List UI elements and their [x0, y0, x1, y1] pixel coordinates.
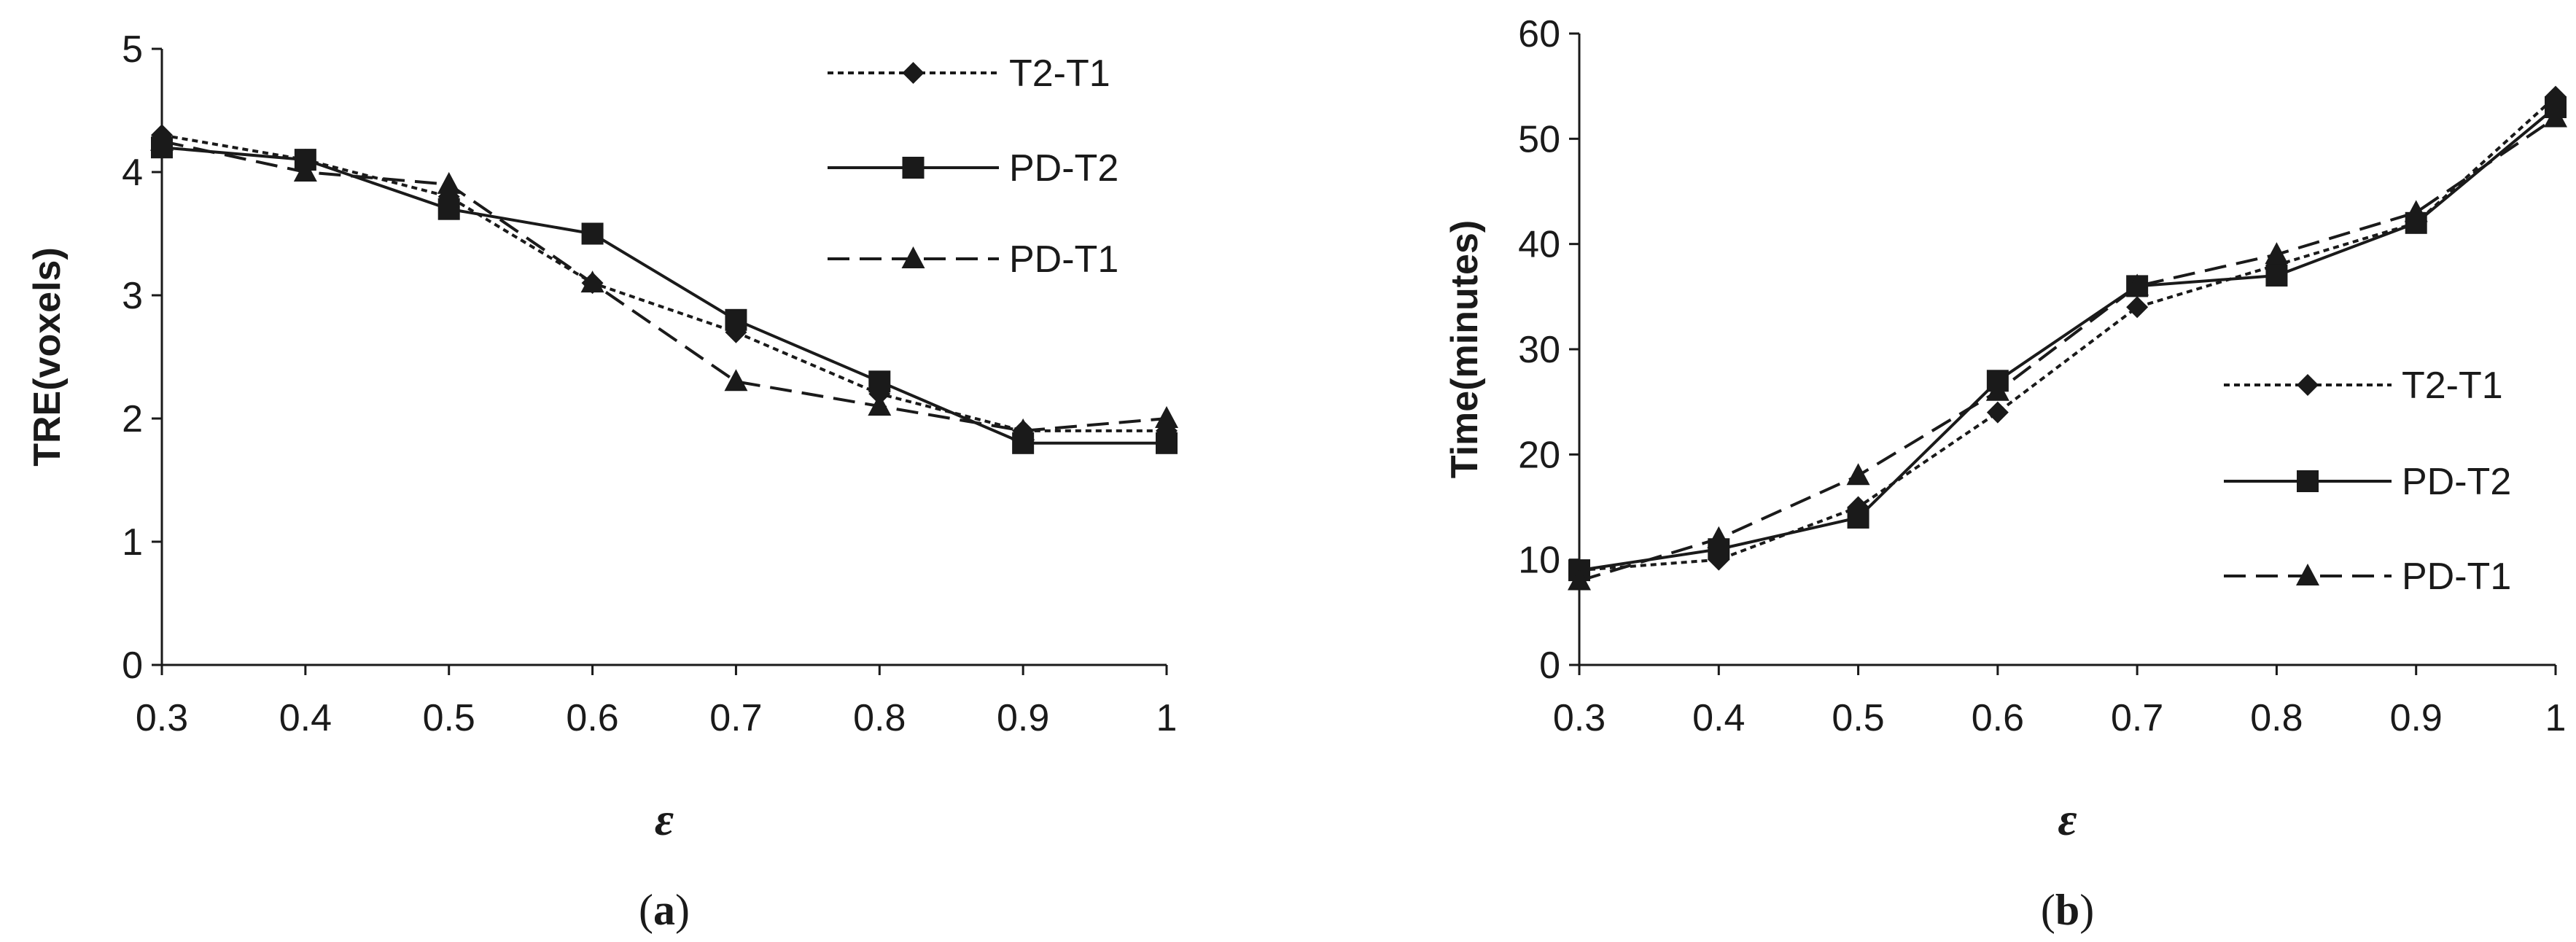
data-point [1156, 432, 1178, 454]
legend-label: T2-T1 [1009, 52, 1110, 95]
legend-marker [901, 246, 925, 268]
series-pd-t1 [150, 128, 1178, 440]
legend-marker [2297, 470, 2319, 492]
data-point [725, 308, 747, 331]
x-tick-label: 0.8 [2250, 697, 2303, 739]
data-point [437, 198, 460, 220]
legend-marker [902, 157, 925, 179]
data-point [1985, 378, 2009, 401]
data-point [437, 171, 461, 194]
y-tick-label: 20 [1518, 434, 1560, 476]
series-line-t2-t1 [161, 133, 1167, 432]
x-tick-label: 0.9 [2390, 697, 2443, 739]
legend-item-pd-t2: PD-T2 [2224, 461, 2511, 503]
y-axis-label: Time(minutes) [1444, 220, 1486, 478]
y-axis-label: TRE(voxels) [26, 247, 69, 467]
legend-label: PD-T1 [1009, 238, 1118, 281]
y-tick-label: 4 [122, 152, 143, 194]
data-point [724, 369, 748, 392]
data-point [581, 222, 604, 245]
y-tick-label: 2 [122, 398, 143, 440]
series-line-t2-t1 [1579, 96, 2557, 572]
x-tick-label: 1 [2545, 697, 2567, 739]
x-tick-label: 0.3 [136, 697, 188, 739]
data-point [1155, 406, 1178, 428]
y-tick-label: 10 [1518, 540, 1560, 582]
legend-item-pd-t1: PD-T1 [828, 238, 1118, 281]
data-point [1986, 401, 2009, 424]
x-tick-label: 0.3 [1553, 697, 1606, 739]
legend-marker [2297, 374, 2319, 396]
x-tick-label: 0.4 [279, 697, 332, 739]
data-point [150, 128, 174, 151]
y-tick-label: 1 [122, 521, 143, 564]
legend-item-pd-t1: PD-T1 [2224, 556, 2511, 598]
data-point [1568, 568, 1591, 591]
data-point [2126, 296, 2149, 319]
x-tick-label: 0.4 [1692, 697, 1745, 739]
legend-item-t2-t1: T2-T1 [828, 52, 1110, 95]
x-tick-label: 0.6 [566, 697, 618, 739]
legend-label: T2-T1 [2402, 365, 2503, 407]
data-point [1846, 463, 1870, 486]
y-tick-label: 0 [122, 645, 143, 687]
data-point [868, 394, 892, 416]
y-tick-label: 0 [1539, 645, 1560, 687]
x-tick-label: 0.7 [2111, 697, 2163, 739]
series-line-pd-t1 [1579, 116, 2557, 583]
series-line-pd-t2 [1579, 106, 2557, 572]
y-tick-label: 60 [1518, 13, 1560, 55]
legend-label: PD-T2 [1009, 147, 1118, 190]
x-tick-label: 1 [1156, 697, 1178, 739]
x-tick-label: 0.8 [853, 697, 906, 739]
legend-label: PD-T1 [2402, 556, 2511, 598]
x-tick-label: 0.6 [1972, 697, 2024, 739]
data-point [2404, 200, 2428, 222]
data-point [868, 370, 891, 393]
data-point [580, 270, 604, 293]
x-tick-label: 0.7 [709, 697, 762, 739]
series-pd-t1 [1568, 105, 2567, 591]
y-tick-label: 40 [1518, 224, 1560, 266]
legend-marker [2296, 564, 2319, 585]
y-tick-label: 50 [1518, 118, 1560, 160]
y-tick-label: 3 [122, 275, 143, 317]
data-point [293, 160, 317, 182]
legend-marker [902, 62, 925, 84]
series-line-pd-t2 [161, 146, 1167, 445]
legend-item-t2-t1: T2-T1 [2224, 365, 2503, 407]
data-point [2265, 242, 2289, 265]
x-tick-label: 0.5 [423, 697, 475, 739]
data-point [2125, 273, 2149, 296]
x-axis-label: ε [655, 793, 674, 845]
series-line-pd-t1 [161, 139, 1167, 432]
chart-b: 0 10 20 30 40 50 60 0.3 0.4 0.5 0.6 0.7 0.8 0.9 1 ε Time… [1444, 13, 2567, 934]
x-axis-label: ε [2058, 793, 2077, 845]
data-point [2265, 264, 2288, 287]
x-tick-label: 0.9 [997, 697, 1049, 739]
panel-caption: (b) [2041, 886, 2094, 934]
data-point [1011, 418, 1035, 440]
data-point [1847, 506, 1869, 529]
chart-a: 0 1 2 3 4 5 0.3 0.4 0.5 0.6 0.7 0.8 0.9 1 ε TRE(voxels)… [26, 28, 1178, 934]
data-point [1707, 526, 1731, 548]
x-tick-label: 0.5 [1832, 697, 1884, 739]
data-point [2544, 105, 2567, 128]
y-tick-label: 5 [122, 28, 143, 71]
legend-label: PD-T2 [2402, 461, 2511, 503]
y-tick-label: 30 [1518, 329, 1560, 371]
legend-item-pd-t2: PD-T2 [828, 147, 1118, 190]
panel-caption: (a) [639, 886, 690, 934]
